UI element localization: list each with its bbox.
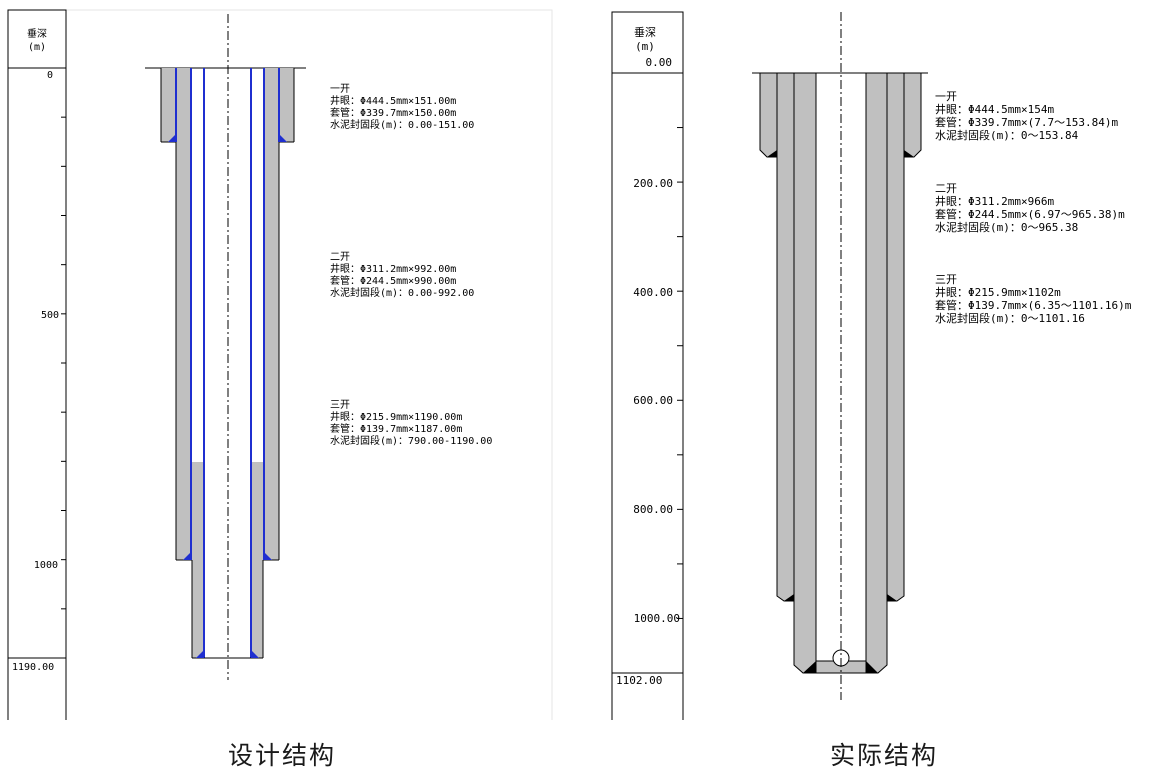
design-section-3-casing: 套管：Φ139.7mm×1187.00m <box>330 422 462 435</box>
cement-section-1 <box>279 68 294 142</box>
design-bottom-label: 1190.00 <box>12 662 54 673</box>
actual-section-2-title: 二开 <box>935 182 957 195</box>
design-axis-title: 垂深 <box>27 28 47 40</box>
actual-well-right <box>865 72 922 674</box>
design-minor-ticks <box>61 116 66 610</box>
actual-depth-ruler: 垂深 (m) 0.00 200.00 400.00 600.00 800.00 … <box>611 11 684 720</box>
cement-section-1 <box>903 72 922 158</box>
cement-section-1 <box>161 68 176 142</box>
actual-section-3-hole: 井眼：Φ215.9mm×1102m <box>935 285 1061 299</box>
actual-section-2-cement: 水泥封固段(m)：0～965.38 <box>935 220 1078 234</box>
actual-section-1-title: 一开 <box>935 90 957 103</box>
actual-tick-label: 800.00 <box>633 503 673 516</box>
design-section-3-hole: 井眼：Φ215.9mm×1190.00m <box>330 410 462 423</box>
design-section-1-casing: 套管：Φ339.7mm×150.00m <box>330 106 456 119</box>
actual-minor-ticks <box>677 127 683 619</box>
cement-section-1 <box>759 72 778 158</box>
actual-bottom-label: 1102.00 <box>616 674 662 687</box>
actual-tick-label: 600.00 <box>633 394 673 407</box>
casing-shoe-2 <box>183 552 191 560</box>
casing-shoe-2 <box>784 594 794 601</box>
casing-shoe-3 <box>866 661 878 673</box>
design-section-2-title: 二开 <box>330 252 350 263</box>
actual-tick-label: 1000.00 <box>634 612 680 625</box>
design-tick-label: 0 <box>47 70 53 81</box>
cement-section-2 <box>176 68 192 560</box>
design-section-1-cement: 水泥封固段(m)：0.00-151.00 <box>330 118 474 131</box>
casing-shoe-2 <box>264 552 272 560</box>
actual-section-3-cement: 水泥封固段(m)：0～1101.16 <box>935 311 1085 325</box>
well-structure-diagram: 垂深 (m) 0 500 1000 1190.00 <box>7 9 1132 720</box>
actual-tick-label: 200.00 <box>633 177 673 190</box>
design-well-left <box>160 68 205 659</box>
design-axis-unit: (m) <box>28 42 46 53</box>
actual-caption: 实际结构 <box>830 741 939 770</box>
actual-ruler-frame <box>611 11 684 720</box>
design-tick-label: 1000 <box>34 560 58 571</box>
casing-shoe-3 <box>196 650 204 658</box>
design-section-3-title: 三开 <box>330 400 350 411</box>
actual-section-1-cement: 水泥封固段(m)：0～153.84 <box>935 128 1079 142</box>
actual-panel: 垂深 (m) 0.00 200.00 400.00 600.00 800.00 … <box>611 11 1132 720</box>
cement-section-3 <box>865 72 888 674</box>
cement-section-3 <box>251 462 263 658</box>
design-caption: 设计结构 <box>228 741 337 770</box>
actual-section-3-title: 三开 <box>935 273 957 286</box>
casing-shoe-3 <box>251 650 259 658</box>
casing-shoe-2 <box>887 594 897 601</box>
design-section-3-cement: 水泥封固段(m)：790.00-1190.00 <box>330 434 492 447</box>
actual-section-1-hole: 井眼：Φ444.5mm×154m <box>935 102 1054 116</box>
design-section-2-casing: 套管：Φ244.5mm×990.00m <box>330 274 456 287</box>
design-depth-ruler: 垂深 (m) 0 500 1000 1190.00 <box>7 9 67 720</box>
cement-section-3 <box>793 72 817 674</box>
casing-shoe-3 <box>803 661 816 673</box>
actual-axis-unit: (m) <box>635 40 655 53</box>
casing-shoe-1 <box>904 150 914 157</box>
casing-shoe-1 <box>168 134 176 142</box>
cement-section-3 <box>192 462 204 658</box>
design-annotations: 一开 井眼：Φ444.5mm×151.00m 套管：Φ339.7mm×150.0… <box>330 84 492 447</box>
casing-shoe-1 <box>767 150 777 157</box>
design-well-right <box>250 68 295 659</box>
design-panel-frame <box>65 9 553 720</box>
design-ruler-frame <box>7 9 67 720</box>
actual-tick-label: 400.00 <box>633 286 673 299</box>
cement-section-2 <box>886 72 905 602</box>
cement-section-2 <box>263 68 279 560</box>
actual-section-2-casing: 套管：Φ244.5mm×(6.97～965.38)m <box>935 207 1125 221</box>
actual-annotations: 一开 井眼：Φ444.5mm×154m 套管：Φ339.7mm×(7.7～153… <box>935 90 1132 325</box>
actual-axis-title: 垂深 <box>634 26 656 39</box>
actual-tick-label: 0.00 <box>646 56 673 69</box>
actual-section-3-casing: 套管：Φ139.7mm×(6.35～1101.16)m <box>935 298 1132 312</box>
design-section-1-title: 一开 <box>330 84 350 95</box>
design-panel: 垂深 (m) 0 500 1000 1190.00 <box>7 9 553 720</box>
design-tick-label: 500 <box>41 310 59 321</box>
design-section-2-cement: 水泥封固段(m)：0.00-992.00 <box>330 286 474 299</box>
design-section-1-hole: 井眼：Φ444.5mm×151.00m <box>330 94 456 107</box>
design-section-2-hole: 井眼：Φ311.2mm×992.00m <box>330 262 456 275</box>
actual-section-2-hole: 井眼：Φ311.2mm×966m <box>935 194 1054 208</box>
actual-well-left <box>759 72 817 674</box>
cement-section-2 <box>776 72 795 602</box>
casing-shoe-1 <box>279 134 287 142</box>
actual-section-1-casing: 套管：Φ339.7mm×(7.7～153.84)m <box>935 115 1118 129</box>
